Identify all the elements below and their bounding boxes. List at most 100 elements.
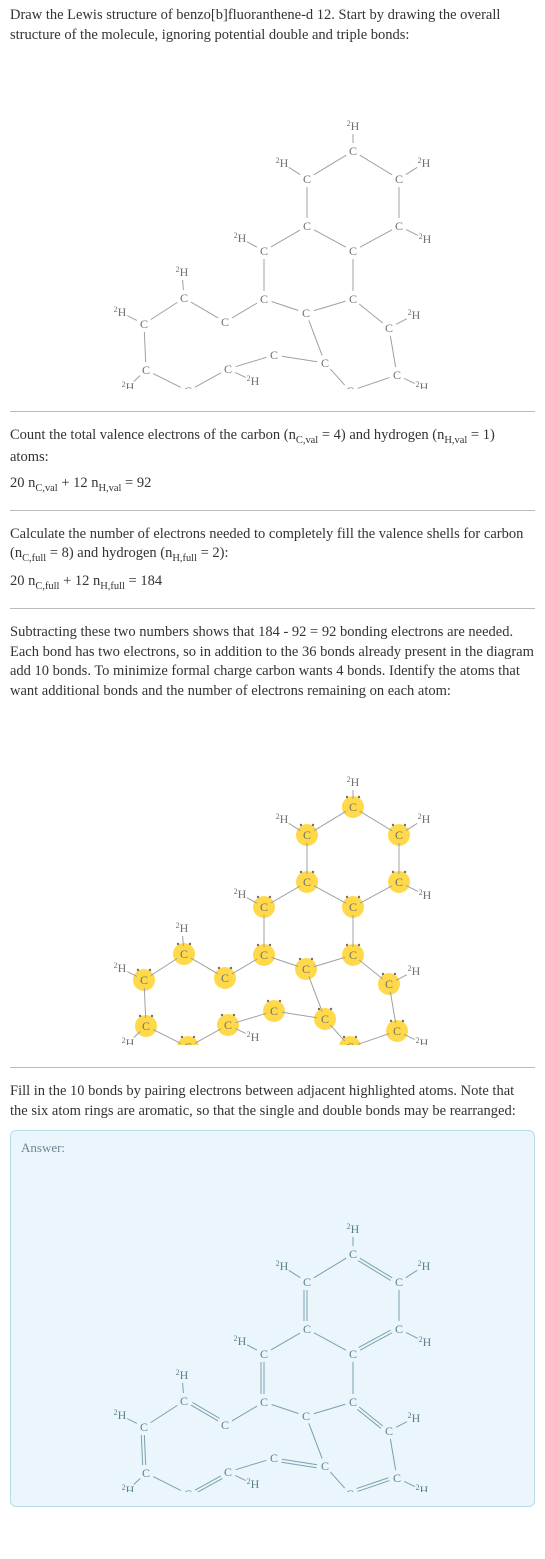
svg-text:2H: 2H (121, 1036, 134, 1045)
svg-text:2H: 2H (407, 308, 420, 322)
svg-text:C: C (223, 1018, 231, 1032)
svg-text:2H: 2H (233, 887, 246, 901)
svg-text:2H: 2H (233, 1334, 246, 1348)
svg-text:C: C (348, 800, 356, 814)
svg-text:C: C (345, 384, 353, 389)
svg-text:C: C (345, 1487, 353, 1492)
svg-text:C: C (141, 1019, 149, 1033)
svg-text:C: C (348, 292, 356, 306)
svg-text:C: C (392, 1024, 400, 1038)
svg-text:C: C (348, 948, 356, 962)
structure-diagram-answer: 2H2H2H2H2H2H2H2H2H2H2H2H2HCCCCCCCCCCCCCC… (93, 1162, 453, 1492)
svg-text:C: C (302, 1322, 310, 1336)
svg-text:C: C (394, 828, 402, 842)
svg-text:C: C (302, 875, 310, 889)
svg-text:2H: 2H (346, 119, 359, 133)
svg-text:2H: 2H (233, 231, 246, 245)
svg-text:C: C (302, 1275, 310, 1289)
svg-text:2H: 2H (246, 1030, 259, 1044)
svg-text:C: C (259, 1395, 267, 1409)
full-shell-paragraph: Calculate the number of electrons needed… (10, 525, 535, 567)
svg-text:2H: 2H (275, 812, 288, 826)
svg-text:2H: 2H (418, 888, 431, 902)
svg-text:C: C (301, 962, 309, 976)
answer-box: Answer: 2H2H2H2H2H2H2H2H2H2H2H2H2HCCCCCC… (10, 1130, 535, 1508)
svg-text:C: C (259, 244, 267, 258)
svg-text:C: C (301, 306, 309, 320)
svg-text:C: C (348, 144, 356, 158)
svg-text:C: C (179, 291, 187, 305)
svg-text:2H: 2H (415, 1036, 428, 1045)
svg-text:C: C (259, 292, 267, 306)
svg-text:C: C (139, 1420, 147, 1434)
svg-text:C: C (384, 977, 392, 991)
structure-diagram-1: 2H2H2H2H2H2H2H2H2H2H2H2H2HCCCCCCCCCCCCCC… (10, 51, 535, 397)
svg-text:C: C (259, 948, 267, 962)
svg-text:C: C (183, 384, 191, 389)
svg-text:C: C (348, 1395, 356, 1409)
svg-text:2H: 2H (246, 374, 259, 388)
svg-text:C: C (141, 363, 149, 377)
svg-text:C: C (302, 219, 310, 233)
svg-text:C: C (259, 1347, 267, 1361)
valence-paragraph: Count the total valence electrons of the… (10, 426, 535, 468)
bonding-paragraph: Subtracting these two numbers shows that… (10, 623, 535, 701)
fill-bonds-paragraph: Fill in the 10 bonds by pairing electron… (10, 1082, 535, 1121)
divider (10, 1067, 535, 1068)
svg-text:C: C (394, 875, 402, 889)
svg-text:2H: 2H (175, 1368, 188, 1382)
svg-text:C: C (183, 1487, 191, 1492)
svg-text:2H: 2H (418, 1335, 431, 1349)
svg-text:C: C (394, 172, 402, 186)
svg-text:C: C (392, 368, 400, 382)
svg-text:C: C (348, 900, 356, 914)
svg-text:C: C (394, 219, 402, 233)
svg-text:2H: 2H (175, 265, 188, 279)
svg-text:C: C (183, 1040, 191, 1045)
svg-text:2H: 2H (418, 232, 431, 246)
svg-text:2H: 2H (417, 812, 430, 826)
svg-text:C: C (223, 362, 231, 376)
svg-text:2H: 2H (346, 775, 359, 789)
svg-text:C: C (394, 1275, 402, 1289)
svg-text:C: C (302, 172, 310, 186)
svg-text:C: C (348, 1247, 356, 1261)
svg-text:2H: 2H (407, 1411, 420, 1425)
equation-2: 20 nC,full + 12 nH,full = 184 (10, 572, 535, 594)
svg-text:2H: 2H (113, 1408, 126, 1422)
svg-text:C: C (141, 1466, 149, 1480)
structure-diagram-2: 2H2H2H2H2H2H2H2H2H2H2H2H2HCCCCCCCCCCCCCC… (10, 707, 535, 1053)
svg-text:C: C (384, 1424, 392, 1438)
svg-text:2H: 2H (346, 1222, 359, 1236)
svg-text:2H: 2H (275, 156, 288, 170)
svg-text:2H: 2H (246, 1477, 259, 1491)
svg-text:2H: 2H (415, 1483, 428, 1492)
svg-text:C: C (348, 244, 356, 258)
svg-text:2H: 2H (113, 305, 126, 319)
svg-text:C: C (320, 1012, 328, 1026)
answer-label: Answer: (21, 1139, 524, 1157)
svg-text:C: C (384, 321, 392, 335)
svg-text:2H: 2H (415, 380, 428, 389)
svg-text:C: C (220, 315, 228, 329)
svg-text:C: C (269, 1451, 277, 1465)
svg-text:C: C (220, 1418, 228, 1432)
svg-text:2H: 2H (121, 380, 134, 389)
svg-text:C: C (394, 1322, 402, 1336)
svg-text:C: C (345, 1040, 353, 1045)
svg-text:C: C (301, 1409, 309, 1423)
divider (10, 608, 535, 609)
svg-text:C: C (139, 973, 147, 987)
svg-text:C: C (269, 348, 277, 362)
svg-text:C: C (320, 1459, 328, 1473)
svg-text:2H: 2H (175, 921, 188, 935)
svg-text:2H: 2H (407, 964, 420, 978)
svg-text:C: C (392, 1471, 400, 1485)
svg-text:C: C (139, 317, 147, 331)
svg-text:C: C (320, 356, 328, 370)
svg-text:C: C (302, 828, 310, 842)
svg-text:2H: 2H (113, 961, 126, 975)
intro-paragraph: Draw the Lewis structure of benzo[b]fluo… (10, 6, 535, 45)
svg-text:C: C (223, 1465, 231, 1479)
svg-text:C: C (348, 1347, 356, 1361)
